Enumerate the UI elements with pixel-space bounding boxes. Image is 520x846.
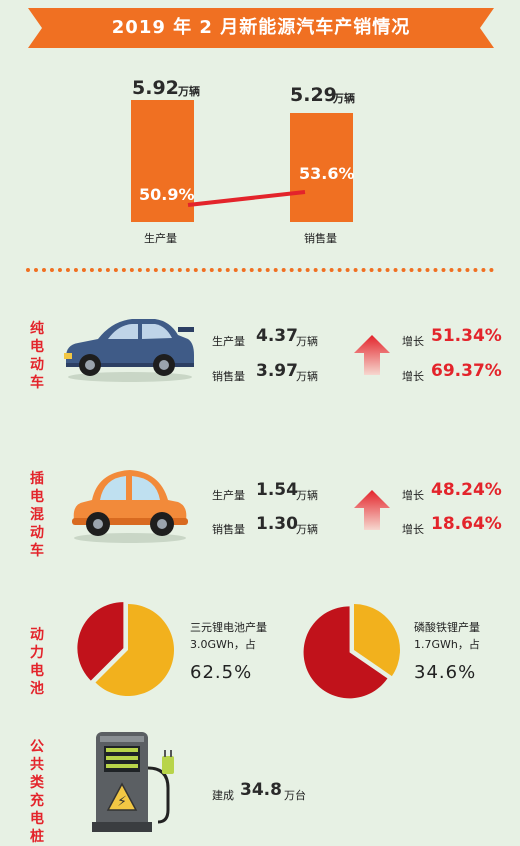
pie-lfp [303,604,400,699]
section-label-phev: 插电混动车 [30,471,44,559]
ternary-amount: 3.0GWh，占 [190,638,256,651]
up-arrow-icon [354,335,390,375]
ternary-percent: 62.5% [190,662,253,683]
charging-value: 34.8 [240,780,282,800]
production-unit: 万辆 [178,85,200,98]
pie-slice-share [95,604,174,696]
up-arrow-icon [354,490,390,530]
bar-chart: 5.92 万辆 5.29 万辆 50.9% 53.6% 生产量 销售量 [0,0,520,260]
production-category-label: 生产量 [144,232,177,245]
page-title: 2019 年 2 月新能源汽车产销情况 [111,17,411,38]
sales-growth-label: 53.6% [299,164,355,183]
bev-sales-label: 销售量 [212,370,245,383]
phev-sales-label: 销售量 [212,523,245,536]
lfp-amount: 1.7GWh，占 [414,638,480,651]
title-banner [28,8,494,48]
phev-sales-value: 1.30 [256,514,298,534]
bar-sales [290,113,353,222]
section-label-charging: 公共类充电桩 [30,739,44,845]
phev-production-value: 1.54 [256,480,298,500]
bev-growth2-value: 69.37% [431,361,502,381]
bev-production-unit: 万辆 [296,335,318,348]
lfp-title: 磷酸铁锂产量 [414,621,480,634]
bev-growth2-label: 增长 [402,370,424,383]
bev-growth1-value: 51.34% [431,326,502,346]
orange-car-icon [72,470,188,543]
ternary-title: 三元锂电池产量 [190,621,267,634]
bev-production-value: 4.37 [256,326,298,346]
pie-ternary-lithium [77,602,174,696]
production-growth-label: 50.9% [139,185,195,204]
section-label-bev: 纯电动车 [30,321,44,391]
bev-sales-value: 3.97 [256,361,298,381]
pie-slice-rest [77,602,124,681]
charging-station-icon: ⚡ [92,732,174,832]
phev-growth1-value: 48.24% [431,480,502,500]
bev-growth1-label: 增长 [402,335,424,348]
charging-unit: 万台 [284,789,306,802]
phev-production-label: 生产量 [212,489,245,502]
phev-growth2-value: 18.64% [431,514,502,534]
pie-slice-rest [303,606,388,699]
phev-growth2-label: 增长 [402,523,424,536]
blue-car-icon [64,319,194,382]
dotted-divider [26,268,494,272]
pie-slice-share [354,604,400,677]
lfp-percent: 34.6% [414,662,477,683]
growth-connector [187,190,306,207]
sales-value: 5.29 [290,84,337,106]
production-value: 5.92 [132,77,179,99]
sales-category-label: 销售量 [304,232,337,245]
bev-sales-unit: 万辆 [296,370,318,383]
phev-growth1-label: 增长 [402,489,424,502]
charging-prefix: 建成 [212,789,234,802]
sales-unit: 万辆 [333,92,355,105]
bev-production-label: 生产量 [212,335,245,348]
phev-production-unit: 万辆 [296,489,318,502]
phev-sales-unit: 万辆 [296,523,318,536]
section-label-battery: 动力电池 [30,627,44,697]
svg-text:⚡: ⚡ [117,794,127,810]
bar-production [131,100,194,222]
